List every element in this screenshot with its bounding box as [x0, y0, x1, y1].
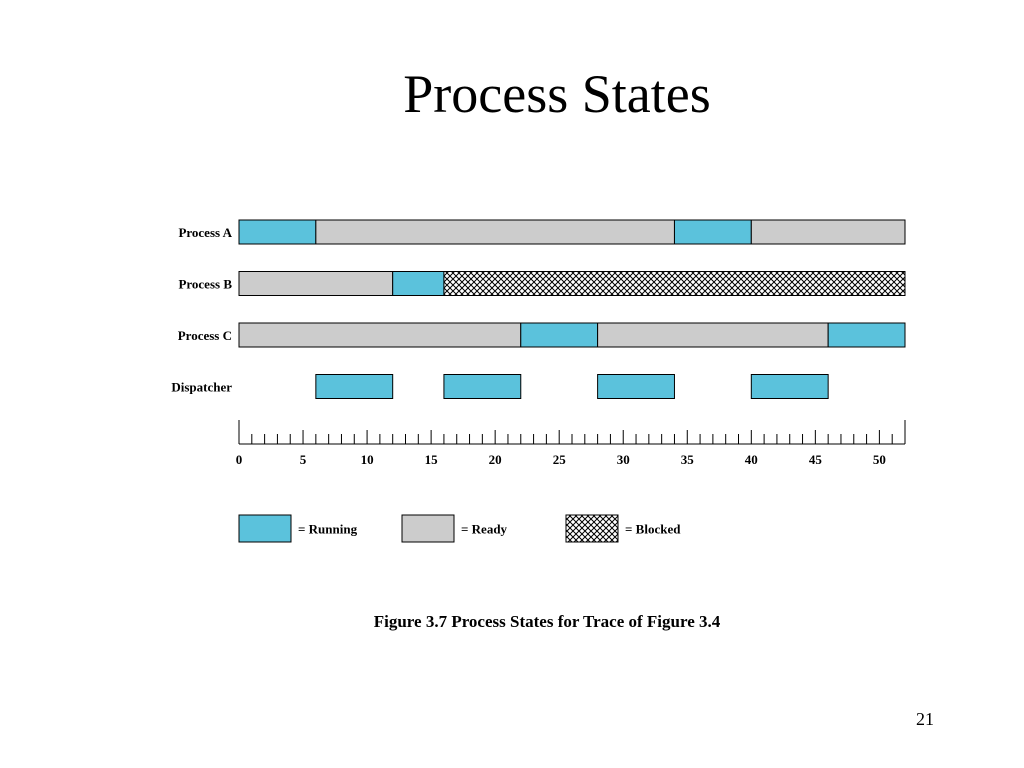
row-label: Process C	[178, 328, 232, 343]
segment-ready	[750, 219, 906, 245]
legend-label: = Ready	[461, 522, 508, 537]
legend-item-blocked: = Blocked	[565, 514, 681, 543]
segment-blocked	[443, 271, 906, 296]
segment-running	[827, 322, 906, 348]
row-process-a: Process A	[178, 219, 906, 245]
segment-running	[673, 219, 752, 245]
x-axis: 0 5 10 15 20 25 30 35 40 45 50	[236, 420, 906, 467]
segment-running	[597, 374, 675, 399]
tick-label: 50	[873, 452, 886, 467]
tick-label: 15	[425, 452, 439, 467]
segment-ready	[238, 271, 394, 296]
tick-label: 5	[300, 452, 307, 467]
tick-label: 30	[617, 452, 630, 467]
tick-label: 10	[361, 452, 374, 467]
segment-running	[443, 374, 522, 399]
segment-running	[238, 219, 317, 245]
tick-label: 25	[553, 452, 567, 467]
tick-label: 45	[809, 452, 823, 467]
row-process-c: Process C	[178, 322, 906, 348]
tick-label: 40	[745, 452, 758, 467]
legend-label: = Blocked	[625, 522, 681, 537]
row-label: Process B	[178, 277, 232, 292]
segment-ready	[315, 219, 675, 245]
segment-ready	[597, 322, 829, 348]
legend-item-running: = Running	[238, 514, 358, 543]
figure-caption: Figure 3.7 Process States for Trace of F…	[374, 612, 721, 631]
segment-running	[392, 271, 445, 296]
slide-title: Process States	[403, 64, 711, 124]
legend-label: = Running	[298, 522, 358, 537]
segment-running	[315, 374, 394, 399]
row-process-b: Process B	[178, 271, 906, 296]
legend-swatch-blocked	[565, 514, 619, 543]
segment-running	[520, 322, 599, 348]
segment-ready	[238, 322, 522, 348]
row-label: Process A	[178, 225, 232, 240]
legend-swatch-ready	[401, 514, 455, 543]
legend: = Running = Ready = Blocked	[238, 514, 681, 543]
tick-label: 20	[489, 452, 502, 467]
row-label: Dispatcher	[171, 380, 232, 395]
page-number: 21	[916, 709, 934, 729]
segment-running	[750, 374, 829, 399]
legend-item-ready: = Ready	[401, 514, 508, 543]
chart-rows: Process A Process B Process C Dispatcher	[171, 219, 906, 399]
row-dispatcher: Dispatcher	[171, 374, 829, 399]
tick-label: 35	[681, 452, 695, 467]
tick-label: 0	[236, 452, 243, 467]
legend-swatch-running	[238, 514, 292, 543]
